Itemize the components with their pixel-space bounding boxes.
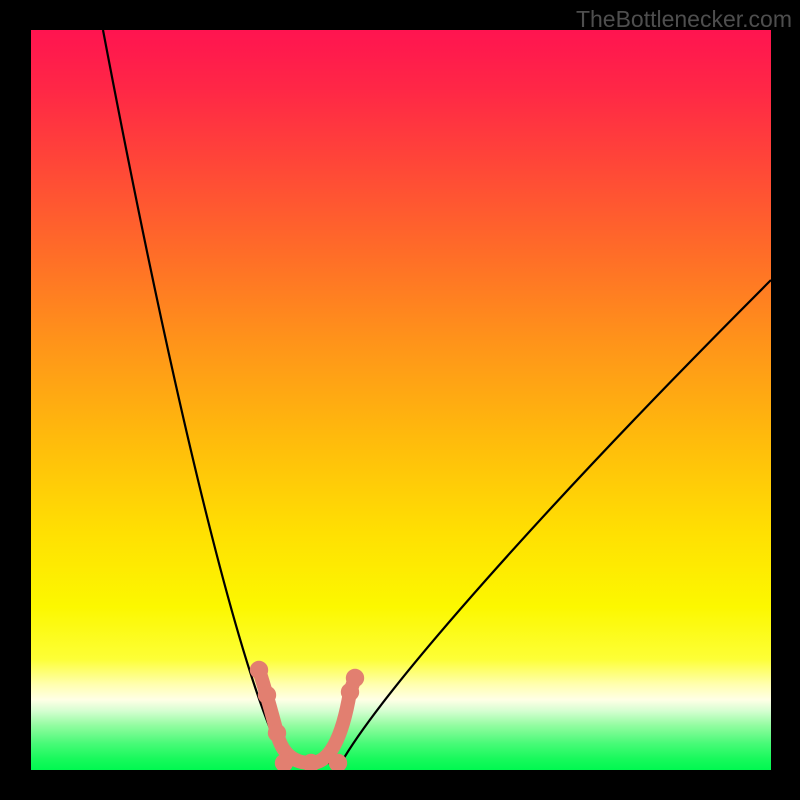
watermark-text: TheBottlenecker.com: [576, 6, 792, 33]
bottleneck-chart: [31, 30, 771, 770]
gradient-background: [31, 30, 771, 770]
